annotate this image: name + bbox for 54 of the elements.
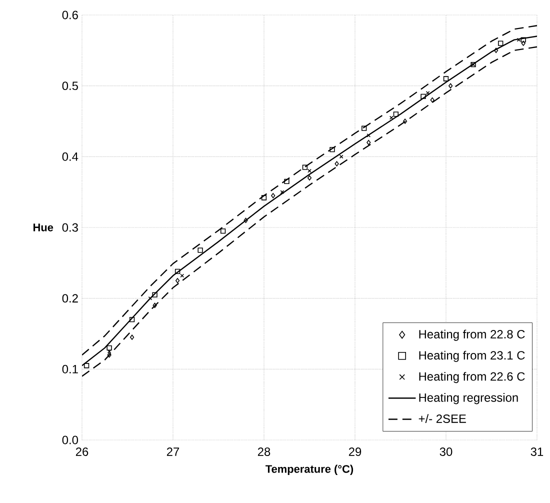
point	[448, 83, 453, 88]
point	[498, 40, 504, 46]
point	[284, 178, 290, 184]
x-axis-title: Temperature (°C)	[266, 464, 354, 476]
legend-label: +/- 2SEE	[418, 414, 466, 423]
point	[334, 161, 339, 166]
point	[330, 146, 335, 152]
point	[307, 175, 312, 181]
legend-label: Heating from 22.8 C	[419, 330, 525, 341]
point	[494, 48, 498, 54]
y-tick-label: 0.5	[62, 82, 78, 90]
legend-label: Heating from 22.6 C	[419, 372, 525, 384]
legend-label: Heating from 23.1 C	[419, 350, 525, 362]
x-tick-label: 30	[440, 448, 452, 456]
y-tick-label: 0.2	[62, 294, 78, 303]
point	[152, 302, 157, 308]
point	[106, 345, 112, 351]
point	[84, 363, 90, 368]
y-tick-label: 0.1	[62, 364, 78, 374]
point	[420, 94, 426, 100]
point	[198, 248, 203, 253]
point	[176, 278, 180, 284]
y-axis-title: Hue	[33, 224, 54, 232]
x-tick-label: 26	[76, 448, 88, 456]
point	[180, 274, 184, 278]
point	[362, 126, 367, 131]
point	[152, 292, 158, 298]
point	[129, 316, 135, 322]
point	[261, 195, 267, 200]
x-tick-label: 31	[530, 448, 544, 456]
point	[244, 218, 248, 224]
point	[403, 118, 408, 124]
point	[366, 133, 371, 138]
y-tick-label: 0.4	[62, 152, 78, 161]
x-tick-label: 27	[166, 448, 180, 456]
y-tick-label: 0.6	[62, 10, 78, 20]
legend-label: Heating regression	[419, 393, 518, 404]
point	[302, 164, 308, 170]
point	[366, 140, 371, 146]
point	[130, 334, 134, 340]
point	[393, 112, 399, 117]
point	[430, 97, 434, 103]
x-tick-label: 28	[258, 448, 270, 456]
point	[520, 37, 526, 42]
x-tick-label: 29	[348, 448, 362, 456]
point	[443, 76, 449, 82]
point	[107, 352, 112, 358]
point	[220, 228, 226, 234]
y-tick-label: 0.3	[62, 223, 78, 232]
y-tick-label: 0.0	[62, 436, 78, 444]
point	[339, 154, 344, 159]
point	[174, 268, 180, 274]
point	[271, 193, 276, 198]
point	[521, 40, 526, 46]
